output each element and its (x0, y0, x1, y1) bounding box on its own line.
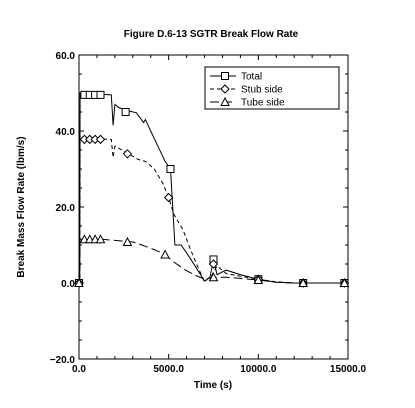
data-point-stub-side (122, 149, 133, 159)
series-line-total (79, 92, 345, 284)
legend: Total Stub side Tube side (204, 66, 340, 110)
series-line-tube-side (79, 238, 345, 284)
y-tick-label: 40.0 (56, 127, 76, 138)
data-point-total (121, 108, 130, 116)
series-line-stub-side (79, 138, 345, 284)
data-point-tube-side (339, 277, 350, 287)
data-point-tube-side (95, 234, 106, 244)
y-axis-label: Break Mass Flow Rate (lbm/s) (16, 136, 27, 277)
data-point-stub-side (208, 259, 219, 269)
x-tick-label: 0.0 (72, 364, 86, 375)
x-tick-label: 15000.0 (330, 364, 367, 375)
data-point-tube-side (253, 274, 264, 284)
data-point-tube-side (74, 277, 84, 287)
data-point-tube-side (298, 277, 308, 287)
legend-marker-total (221, 72, 229, 80)
data-point-total (96, 90, 105, 99)
data-point-tube-side (208, 272, 219, 282)
legend-label-tube-side: Tube side (241, 98, 285, 109)
y-tick-label: 20.0 (56, 203, 76, 214)
x-tick-label: 5000.0 (153, 364, 184, 375)
y-tick-label: 0.0 (61, 279, 75, 290)
chart-title: Figure D.6-13 SGTR Break Flow Rate (124, 29, 299, 40)
legend-label-total: Total (241, 72, 262, 83)
legend-marker-stub-side (220, 84, 230, 94)
x-axis-label: Time (s) (194, 380, 232, 391)
series-stub-side (74, 134, 350, 288)
data-point-tube-side (122, 236, 133, 246)
data-point-stub-side (95, 134, 106, 145)
series-total (75, 90, 349, 287)
x-tick-label: 10000.0 (240, 364, 277, 375)
y-tick-label: 60.0 (56, 51, 76, 62)
series-tube-side (74, 234, 350, 287)
series-layer (74, 90, 350, 288)
data-point-stub-side (163, 192, 174, 203)
data-point-tube-side (160, 249, 170, 259)
x-axis: 0.0 5000.0 10000.0 15000.0 (72, 55, 367, 375)
y-tick-label: −20.0 (50, 355, 76, 366)
data-point-total (166, 165, 175, 173)
legend-marker-tube-side (220, 96, 230, 106)
legend-label-stub-side: Stub side (241, 85, 283, 96)
